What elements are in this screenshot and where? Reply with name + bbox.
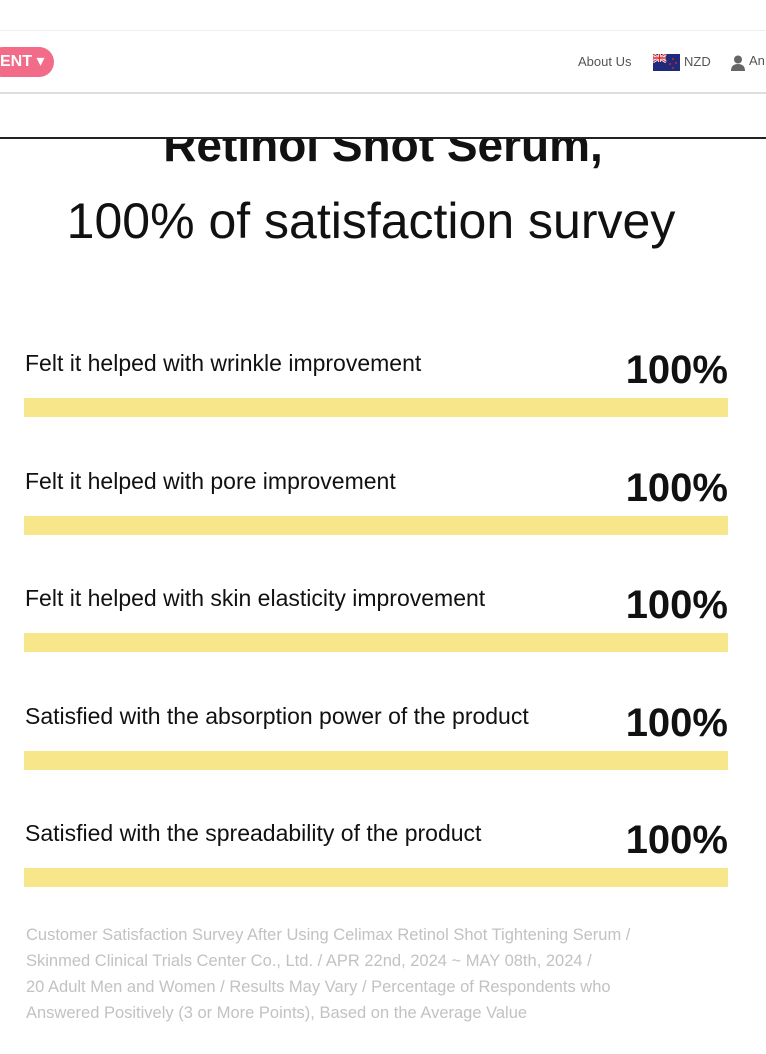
item-label: Felt it helped with pore improvement (25, 467, 396, 494)
event-button[interactable]: ENT ▾ (0, 47, 54, 77)
about-link[interactable]: About Us (578, 54, 632, 69)
item-value: 100% (625, 818, 728, 862)
heading: 100% of satisfaction survey (66, 193, 676, 249)
item-label: Satisfied with the spreadability of the … (25, 820, 482, 846)
footnote-line: 20 Adult Men and Women / Results May Var… (26, 978, 611, 996)
item-value: 100% (625, 700, 728, 745)
event-label: ENT (0, 53, 32, 70)
item-value: 100% (625, 348, 728, 392)
bar (24, 633, 728, 652)
currency-link[interactable]: NZD (684, 54, 711, 69)
footnote-line: Answered Positively (3 or More Points), … (26, 1004, 528, 1022)
bar (24, 398, 728, 417)
divider (0, 30, 766, 31)
bar (24, 750, 728, 770)
item-label: Felt it helped with wrinkle improvement (25, 350, 422, 376)
account-icon (731, 55, 745, 71)
header: ENT ▾ About Us NZD An (0, 0, 766, 139)
account-link[interactable]: An (749, 53, 765, 68)
bar (24, 515, 728, 535)
nz-flag (653, 54, 680, 71)
item-value: 100% (625, 465, 728, 510)
bar (24, 868, 728, 887)
item-label: Felt it helped with skin elasticity impr… (25, 585, 486, 611)
item-value: 100% (625, 583, 728, 627)
item-label: Satisfied with the absorption power of t… (25, 702, 529, 729)
footnote-line: Skinmed Clinical Trials Center Co., Ltd.… (26, 952, 592, 970)
divider (0, 92, 766, 94)
footnote-line: Customer Satisfaction Survey After Using… (26, 926, 631, 944)
